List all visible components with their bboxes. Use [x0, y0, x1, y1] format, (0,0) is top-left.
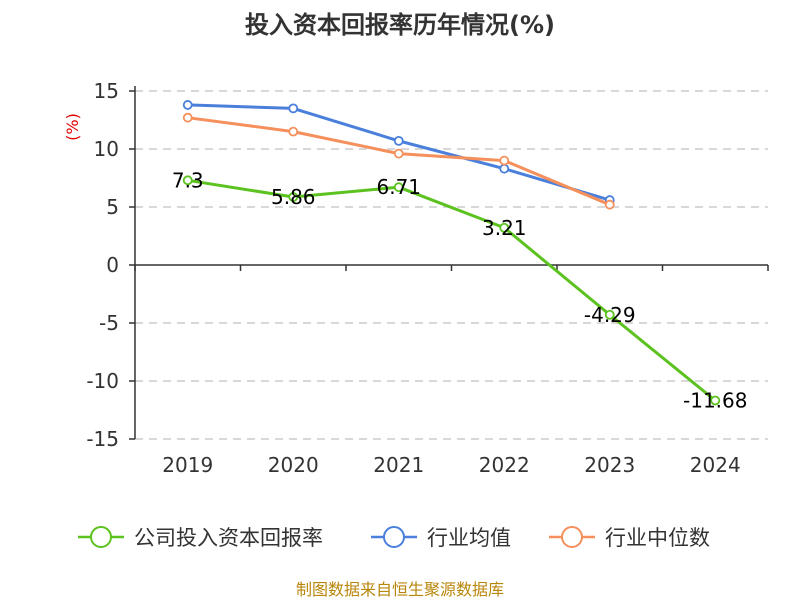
y-tick-label: -15: [86, 427, 119, 451]
legend-label: 行业均值: [427, 526, 511, 550]
x-tick-label: 2024: [690, 453, 741, 477]
y-tick-label: 15: [94, 79, 119, 103]
x-tick-label: 2020: [268, 453, 319, 477]
data-label: 3.21: [482, 216, 527, 240]
y-tick-label: 5: [106, 195, 119, 219]
legend-label: 公司投入资本回报率: [134, 526, 323, 550]
legend-marker: [383, 526, 405, 548]
grid-lines: [135, 90, 768, 440]
data-point: [499, 222, 510, 233]
data-point: [182, 175, 193, 186]
y-tick-label: 10: [94, 137, 119, 161]
data-label: -4.29: [584, 303, 636, 327]
x-tick-label: 2019: [162, 453, 213, 477]
x-tick-label: 2021: [373, 453, 424, 477]
data-point: [393, 148, 404, 159]
legend-marker: [90, 526, 112, 548]
x-tick-label: 2022: [479, 453, 530, 477]
y-tick-label: 0: [106, 253, 119, 277]
data-label: 7.3: [172, 168, 204, 192]
data-label: 5.86: [271, 185, 316, 209]
data-point: [393, 135, 404, 146]
y-axis-unit: (%): [63, 113, 82, 141]
data-labels: 7.3 5.86 6.71 3.21 -4.29 -11.68: [172, 168, 748, 412]
series-lines: [182, 100, 721, 406]
y-tick-label: -5: [99, 311, 119, 335]
data-point: [393, 182, 404, 193]
legend: 公司投入资本回报率 行业均值 行业中位数: [78, 526, 710, 550]
source-note: 制图数据来自恒生聚源数据库: [296, 580, 504, 599]
axes: 15 10 5 0 -5 -10 -15 2019 2020 2021 2022 2023 2024: [86, 79, 769, 477]
chart-title: 投入资本回报率历年情况(%): [245, 11, 555, 39]
data-point: [288, 126, 299, 137]
data-point: [604, 309, 615, 320]
y-tick-label: -10: [86, 369, 119, 393]
legend-label: 行业中位数: [605, 526, 710, 550]
data-label: 6.71: [376, 175, 421, 199]
data-point: [288, 192, 299, 202]
data-label: -11.68: [683, 388, 747, 412]
data-point: [288, 103, 299, 114]
data-point: [182, 100, 193, 110]
x-tick-label: 2023: [584, 453, 635, 477]
data-point: [710, 395, 721, 406]
data-point: [499, 155, 510, 166]
data-point: [499, 163, 510, 174]
legend-marker: [561, 526, 583, 548]
data-point: [182, 112, 193, 123]
data-point: [604, 199, 615, 210]
series-line: [187, 178, 717, 402]
